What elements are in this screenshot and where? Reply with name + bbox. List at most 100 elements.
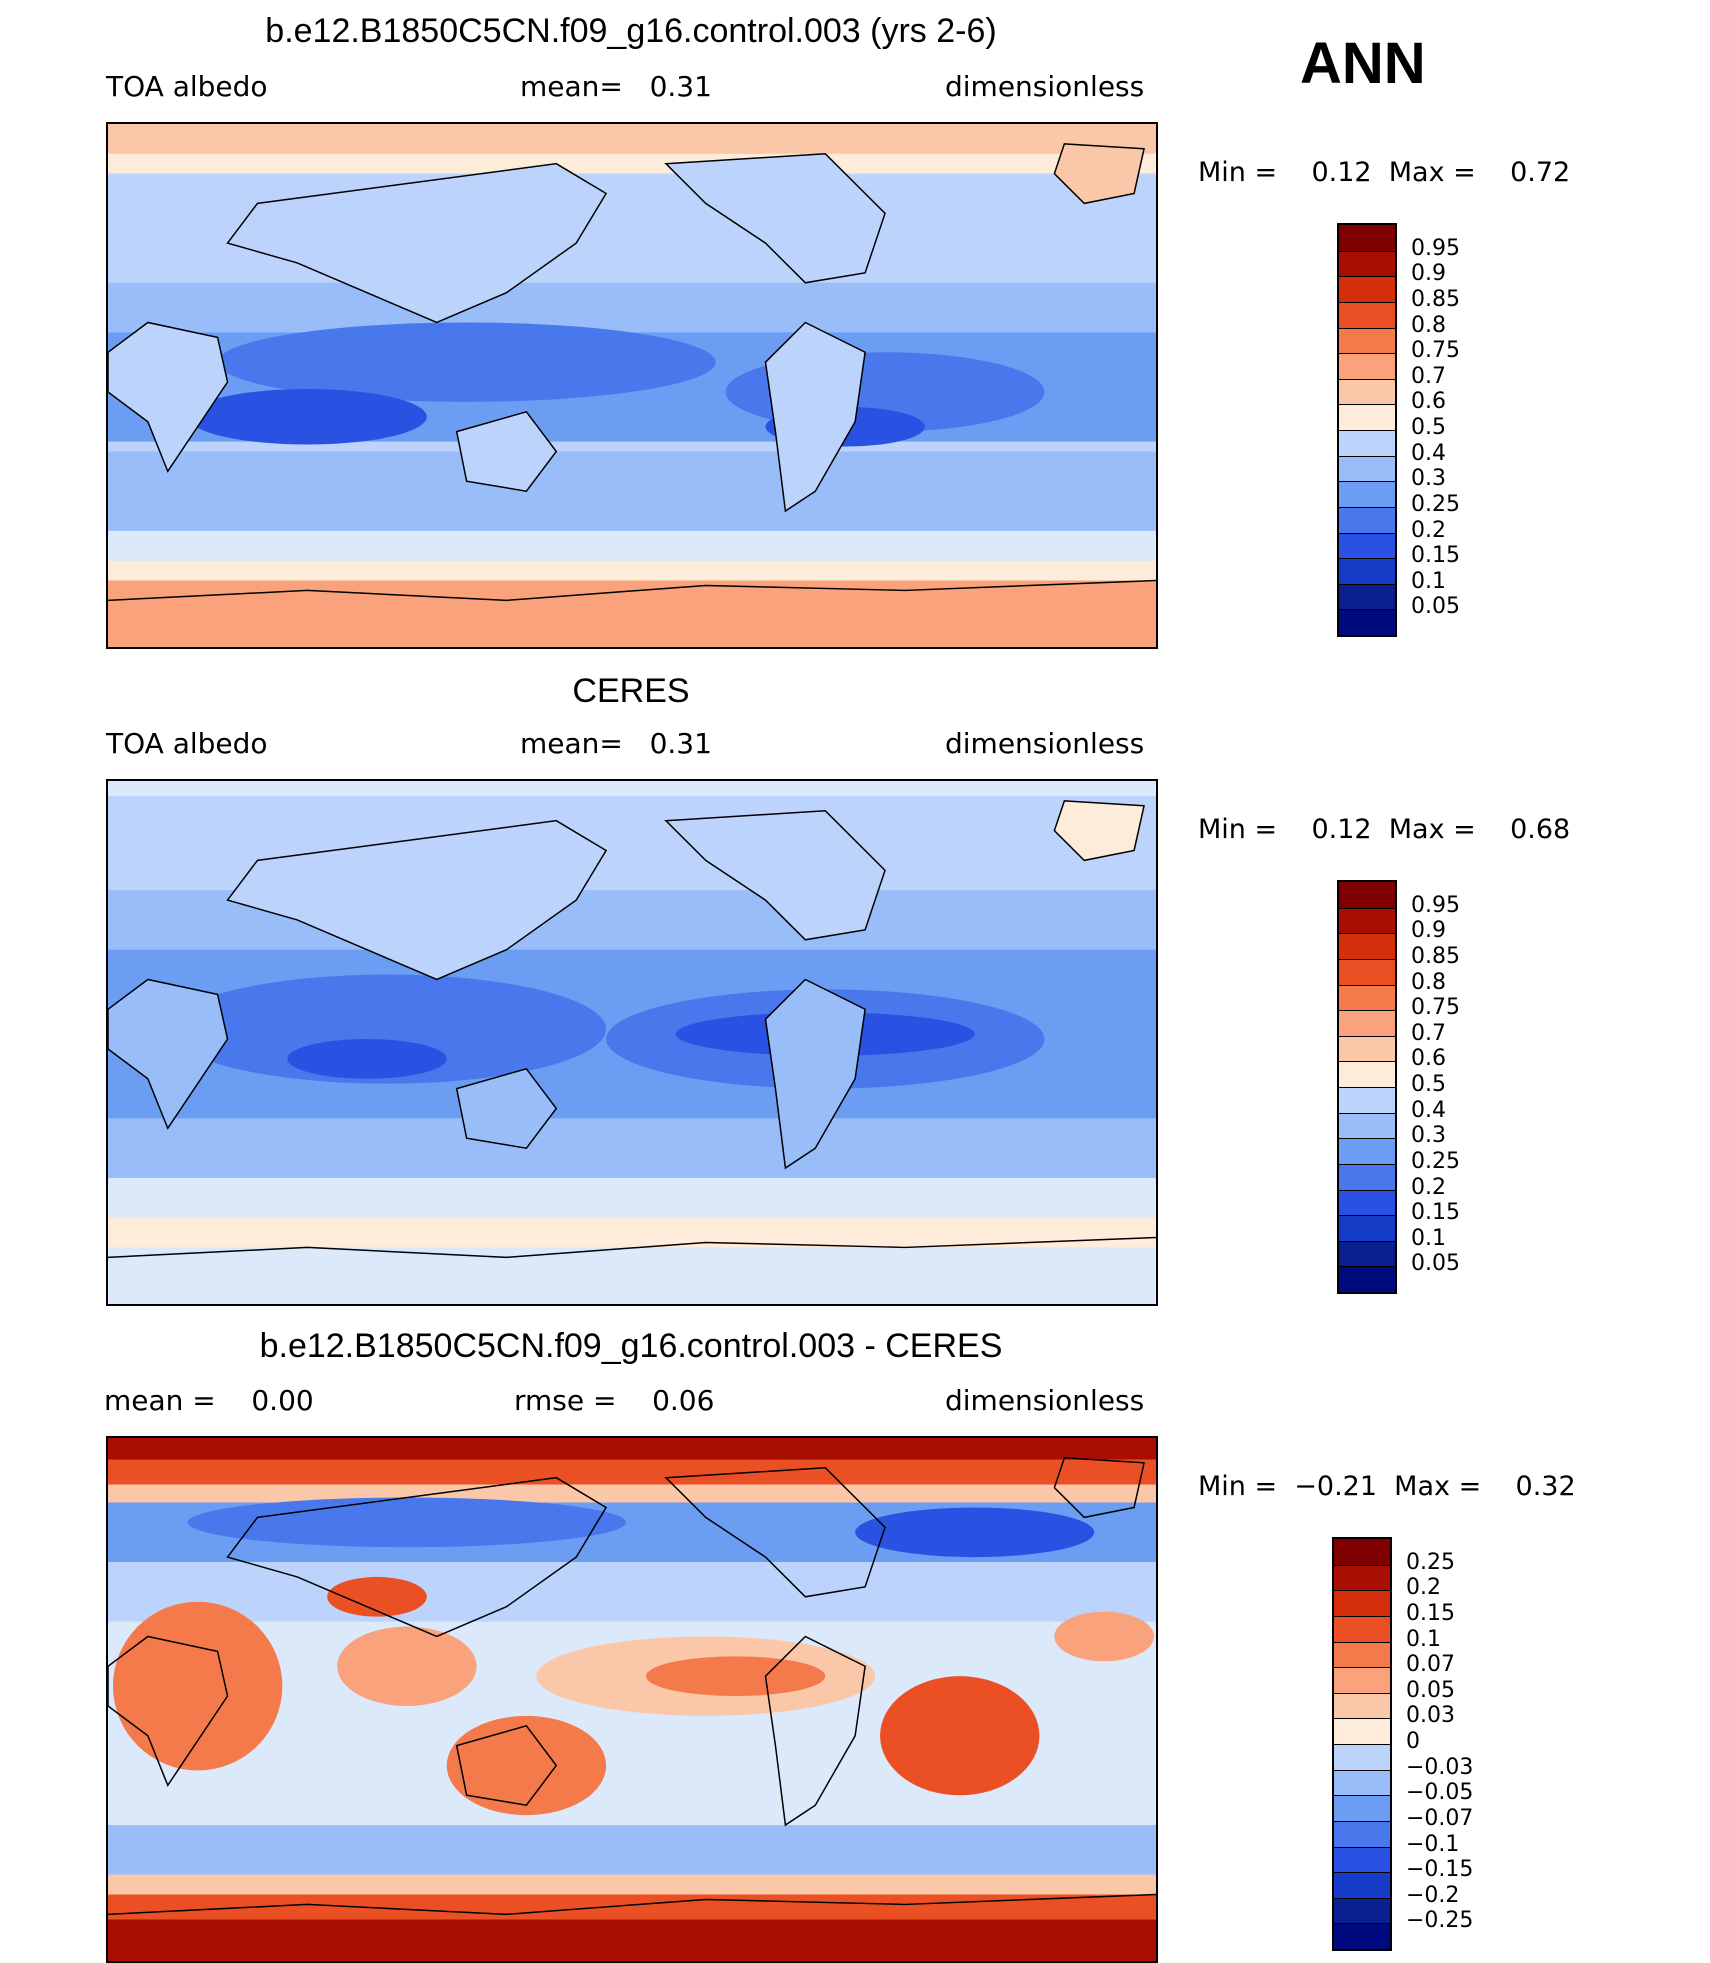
colorbar-swatch [1334, 1795, 1390, 1821]
colorbar-swatch [1339, 353, 1395, 379]
panel-2-colorbar [1337, 880, 1397, 1294]
colorbar-swatch [1334, 1641, 1390, 1668]
colorbar-swatch [1339, 558, 1395, 584]
colorbar-label: 0.05 [1406, 1677, 1455, 1703]
panel-2-variable-label: TOA albedo [106, 727, 268, 760]
colorbar-swatch [1334, 1539, 1390, 1565]
colorbar-label: 0.9 [1411, 918, 1446, 944]
colorbar-swatch [1339, 404, 1395, 430]
colorbar-swatch [1334, 1846, 1390, 1873]
colorbar-label: −0.2 [1406, 1882, 1460, 1908]
panel-3-colorbar [1332, 1537, 1392, 1951]
panel-1-units-label: dimensionless [945, 70, 1145, 103]
colorbar-swatch [1339, 455, 1395, 482]
colorbar-swatch [1339, 1215, 1395, 1241]
colorbar-swatch [1339, 984, 1395, 1011]
panel-1-minmax: Min = 0.12 Max = 0.72 [1198, 157, 1571, 188]
colorbar-label: 0.1 [1406, 1626, 1441, 1652]
colorbar-swatch [1339, 225, 1395, 251]
colorbar-label: −0.07 [1406, 1805, 1474, 1831]
colorbar-label: 0.15 [1411, 543, 1460, 569]
colorbar-label: 0.25 [1411, 1148, 1460, 1174]
colorbar-label: 0 [1406, 1729, 1420, 1754]
colorbar-swatch [1334, 1820, 1390, 1847]
panel-3-units-label: dimensionless [945, 1384, 1145, 1417]
panel-1-variable-label: TOA albedo [106, 70, 268, 103]
panel-3-map [106, 1436, 1158, 1963]
season-label: ANN [1300, 31, 1426, 96]
colorbar-swatch [1339, 1035, 1395, 1062]
colorbar-label: 0.4 [1411, 440, 1446, 466]
colorbar-swatch [1339, 378, 1395, 405]
colorbar-label: 0.6 [1411, 1046, 1446, 1072]
colorbar-swatch [1334, 1897, 1390, 1924]
colorbar-swatch [1334, 1872, 1390, 1898]
colorbar-label: 0.07 [1406, 1652, 1455, 1678]
colorbar-label: 0.05 [1411, 1251, 1460, 1277]
colorbar-label: 0.95 [1411, 892, 1460, 918]
panel-1-title: b.e12.B1850C5CN.f09_g16.control.003 (yrs… [265, 12, 997, 50]
colorbar-label: −0.15 [1406, 1857, 1474, 1883]
panel-1-map-svg [108, 124, 1156, 647]
colorbar-swatch [1334, 1923, 1390, 1949]
colorbar-label: 0.85 [1411, 286, 1460, 312]
colorbar-label: 0.6 [1411, 389, 1446, 415]
panel-2-minmax: Min = 0.12 Max = 0.68 [1198, 814, 1571, 845]
colorbar-label: 0.8 [1411, 312, 1446, 338]
panel-2-title: CERES [572, 672, 690, 710]
colorbar-swatch [1339, 1240, 1395, 1267]
colorbar-swatch [1334, 1564, 1390, 1591]
colorbar-swatch [1339, 958, 1395, 985]
colorbar-swatch [1339, 1112, 1395, 1139]
colorbar-swatch [1339, 506, 1395, 533]
panel-3-rmse-label: rmse = 0.06 [514, 1384, 715, 1417]
colorbar-swatch [1339, 1189, 1395, 1216]
colorbar-swatch [1339, 907, 1395, 934]
colorbar-swatch [1339, 301, 1395, 328]
panel-3-mean-label: mean = 0.00 [104, 1384, 314, 1417]
colorbar-swatch [1339, 1138, 1395, 1164]
colorbar-label: 0.7 [1411, 363, 1446, 389]
colorbar-label: −0.05 [1406, 1780, 1474, 1806]
colorbar-swatch [1339, 276, 1395, 302]
colorbar-label: −0.1 [1406, 1831, 1460, 1857]
panel-2-map [106, 779, 1158, 1306]
colorbar-label: 0.5 [1411, 415, 1446, 440]
colorbar-label: 0.7 [1411, 1020, 1446, 1046]
colorbar-label: 0.1 [1411, 1225, 1446, 1251]
colorbar-swatch [1339, 327, 1395, 354]
panel-3-title: b.e12.B1850C5CN.f09_g16.control.003 - CE… [259, 1327, 1003, 1365]
colorbar-label: −0.03 [1406, 1754, 1474, 1780]
colorbar-swatch [1339, 933, 1395, 959]
colorbar-label: 0.8 [1411, 969, 1446, 995]
colorbar-swatch [1339, 1010, 1395, 1036]
colorbar-label: 0.15 [1406, 1600, 1455, 1626]
panel-3-minmax: Min = −0.21 Max = 0.32 [1198, 1471, 1576, 1502]
colorbar-label: 0.05 [1411, 594, 1460, 620]
colorbar-label: 0.2 [1411, 1174, 1446, 1200]
panel-2-map-svg [108, 781, 1156, 1304]
colorbar-label: 0.4 [1411, 1097, 1446, 1123]
colorbar-label: 0.95 [1411, 235, 1460, 261]
colorbar-swatch [1339, 882, 1395, 908]
panel-1-mean-label: mean= 0.31 [520, 70, 712, 103]
colorbar-label: 0.3 [1411, 466, 1446, 492]
colorbar-label: 0.75 [1411, 338, 1460, 364]
colorbar-label: 0.2 [1406, 1575, 1441, 1601]
colorbar-swatch [1334, 1590, 1390, 1616]
panel-1-colorbar [1337, 223, 1397, 637]
colorbar-label: 0.03 [1406, 1703, 1455, 1729]
colorbar-label: 0.1 [1411, 568, 1446, 594]
colorbar-label: 0.85 [1411, 943, 1460, 969]
colorbar-swatch [1334, 1615, 1390, 1642]
colorbar-label: 0.9 [1411, 261, 1446, 287]
colorbar-swatch [1339, 250, 1395, 277]
colorbar-label: 0.2 [1411, 517, 1446, 543]
colorbar-swatch [1339, 481, 1395, 507]
panel-1-map [106, 122, 1158, 649]
colorbar-swatch [1339, 1061, 1395, 1087]
colorbar-swatch [1334, 1692, 1390, 1719]
colorbar-swatch [1339, 583, 1395, 610]
colorbar-swatch [1339, 1266, 1395, 1292]
colorbar-label: 0.3 [1411, 1123, 1446, 1149]
